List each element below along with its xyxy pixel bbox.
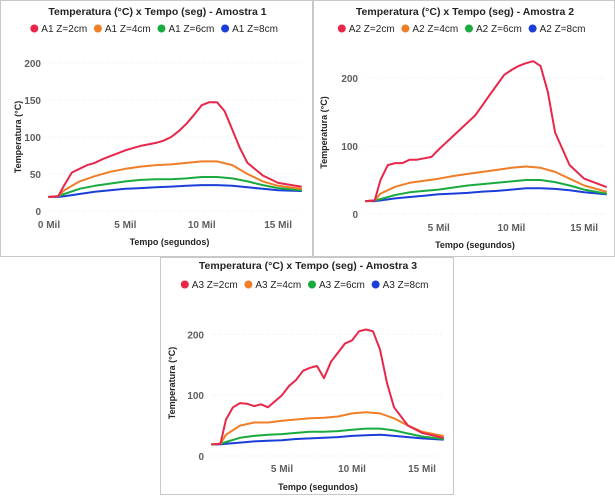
series-line-2 xyxy=(365,165,607,203)
series-line-2 xyxy=(211,411,444,446)
y-tick-label: 150 xyxy=(24,96,41,107)
series-line-4 xyxy=(48,184,302,198)
legend-marker-1 xyxy=(337,24,346,33)
x-tick-label: 15 Mil xyxy=(408,464,436,475)
y-axis-label: Temperatura (°C) xyxy=(167,347,177,419)
y-tick-label: 200 xyxy=(341,74,358,85)
legend-label-2: A3 Z=4cm xyxy=(255,280,301,291)
legend-label-4: A1 Z=8cm xyxy=(232,24,278,35)
y-tick-label: 200 xyxy=(24,59,41,70)
y-tick-label: 0 xyxy=(352,210,358,221)
y-axis-label: Temperatura (°C) xyxy=(13,101,23,173)
legend-marker-1 xyxy=(180,280,189,289)
x-tick-label: 0 Mil xyxy=(38,220,60,231)
series-line-1 xyxy=(365,60,607,203)
x-tick-label: 10 Mil xyxy=(188,220,216,231)
legend-label-1: A3 Z=2cm xyxy=(192,280,238,291)
x-axis-label: Tempo (segundos) xyxy=(130,237,210,247)
y-tick-label: 200 xyxy=(187,330,204,341)
series-line-4 xyxy=(365,187,607,203)
y-axis-label: Temperatura (°C) xyxy=(319,96,329,168)
legend-label-3: A1 Z=6cm xyxy=(169,24,215,35)
chart-title: Temperatura (°C) x Tempo (seg) - Amostra… xyxy=(199,260,417,272)
x-axis-label: Tempo (segundos) xyxy=(278,482,358,492)
legend-label-2: A2 Z=4cm xyxy=(412,24,458,35)
chart-title: Temperatura (°C) x Tempo (seg) - Amostra… xyxy=(356,6,574,18)
series-line-1 xyxy=(211,328,444,446)
legend-marker-2 xyxy=(93,24,102,33)
legend-marker-2 xyxy=(401,24,410,33)
legend-label-3: A3 Z=6cm xyxy=(319,280,365,291)
legend-marker-4 xyxy=(528,24,537,33)
chart-amostra-2: Temperatura (°C) x Tempo (seg) - Amostra… xyxy=(319,6,607,250)
legend-label-2: A1 Z=4cm xyxy=(105,24,151,35)
chart-amostra-1: Temperatura (°C) x Tempo (seg) - Amostra… xyxy=(13,6,302,247)
legend-label-1: A1 Z=2cm xyxy=(41,24,87,35)
x-tick-label: 15 Mil xyxy=(570,223,598,234)
series-line-2 xyxy=(48,160,302,198)
legend-label-4: A3 Z=8cm xyxy=(383,280,429,291)
chart-panel-amostra-2: Temperatura (°C) x Tempo (seg) - Amostra… xyxy=(313,0,615,257)
legend-label-4: A2 Z=8cm xyxy=(540,24,586,35)
x-tick-label: 5 Mil xyxy=(114,220,136,231)
legend-marker-4 xyxy=(371,280,380,289)
x-tick-label: 10 Mil xyxy=(498,223,526,234)
legend-marker-3 xyxy=(157,24,166,33)
chart-panel-amostra-1: Temperatura (°C) x Tempo (seg) - Amostra… xyxy=(0,0,313,257)
series-line-3 xyxy=(365,179,607,203)
chart-amostra-3: Temperatura (°C) x Tempo (seg) - Amostra… xyxy=(167,260,444,492)
x-tick-label: 5 Mil xyxy=(428,223,450,234)
legend-marker-2 xyxy=(244,280,253,289)
x-axis-label: Tempo (segundos) xyxy=(435,240,515,250)
series-line-1 xyxy=(48,101,302,198)
y-tick-label: 0 xyxy=(35,207,41,218)
x-tick-label: 10 Mil xyxy=(338,464,366,475)
y-tick-label: 100 xyxy=(187,391,204,402)
legend-label-3: A2 Z=6cm xyxy=(476,24,522,35)
x-tick-label: 5 Mil xyxy=(271,464,293,475)
series-line-3 xyxy=(211,427,444,446)
y-tick-label: 0 xyxy=(198,452,204,463)
legend-marker-1 xyxy=(30,24,39,33)
legend-marker-3 xyxy=(465,24,473,33)
legend-marker-4 xyxy=(221,24,230,33)
y-tick-label: 100 xyxy=(341,142,358,153)
series-line-3 xyxy=(48,176,302,198)
y-tick-label: 100 xyxy=(24,133,41,144)
legend-label-1: A2 Z=2cm xyxy=(349,24,395,35)
x-tick-label: 15 Mil xyxy=(264,220,292,231)
chart-title: Temperatura (°C) x Tempo (seg) - Amostra… xyxy=(48,6,266,18)
y-tick-label: 50 xyxy=(30,170,42,181)
chart-panel-amostra-3: Temperatura (°C) x Tempo (seg) - Amostra… xyxy=(160,257,454,495)
legend-marker-3 xyxy=(308,280,316,289)
series-line-4 xyxy=(211,433,444,446)
